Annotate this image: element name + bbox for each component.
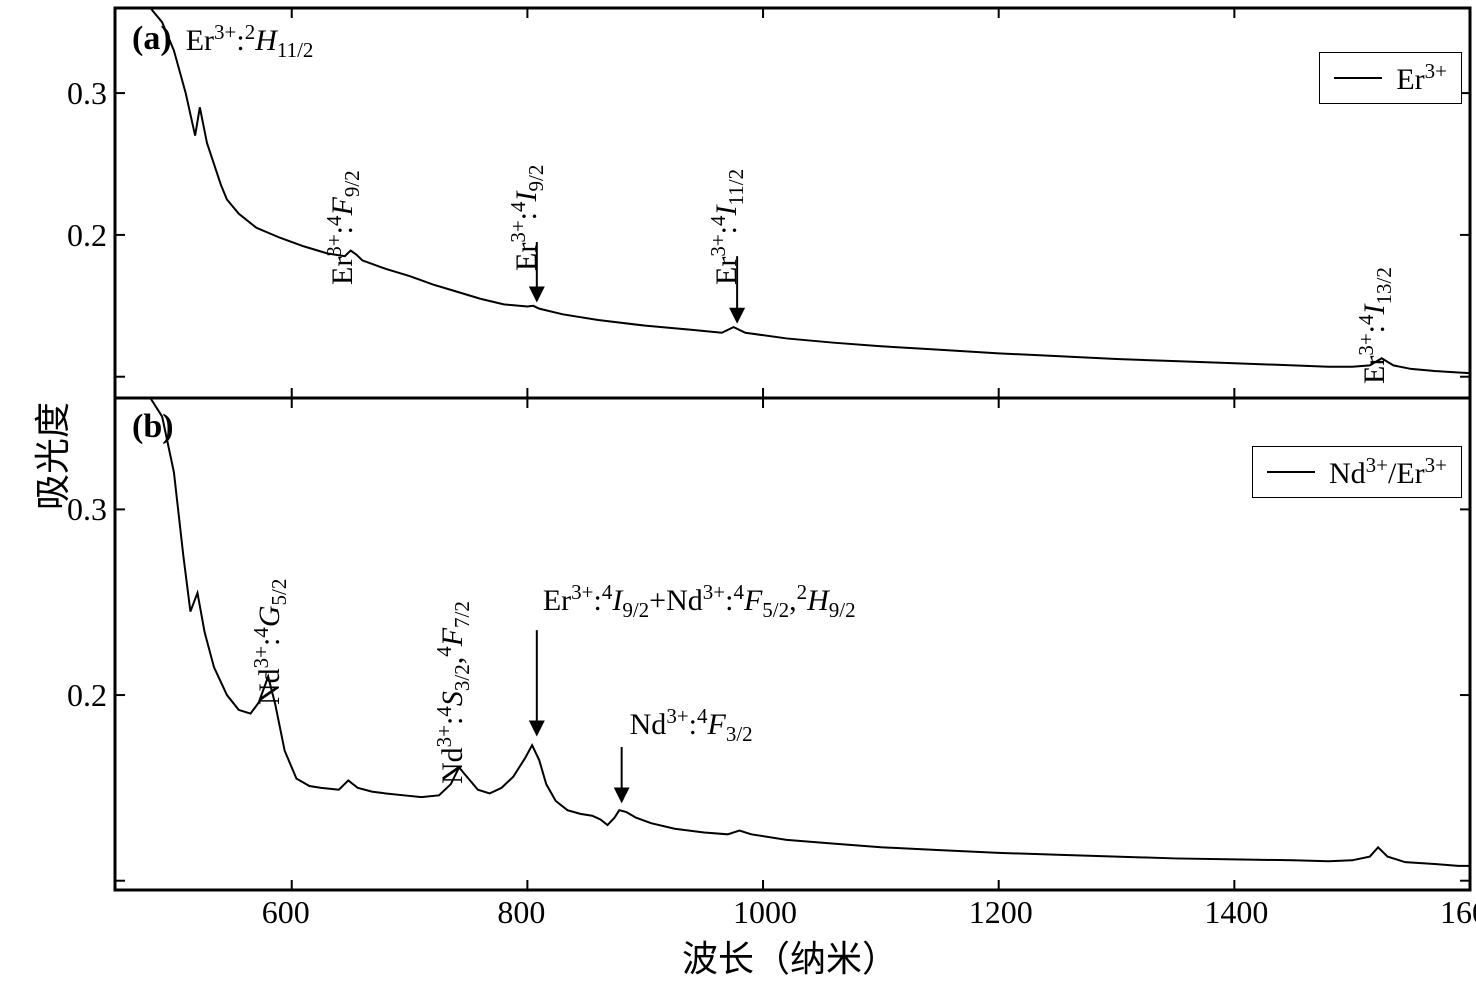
peak-label: Nd3+:4F3/2: [630, 704, 753, 747]
panel-a-label: (a): [132, 20, 172, 58]
peak-label: Nd3+:4S3/2,4F7/2: [432, 602, 475, 785]
x-axis-label: 波长（纳米）: [640, 930, 940, 982]
x-tick-label: 1000: [733, 894, 797, 931]
legend-b-text: Nd3+/Er3+: [1329, 453, 1447, 491]
y-tick-label-a: 0.3: [67, 75, 107, 112]
x-tick-label: 1200: [969, 894, 1033, 931]
y-tick-label-b: 0.2: [67, 677, 107, 714]
x-tick-label: 1400: [1204, 894, 1268, 931]
x-tick-label: 800: [497, 894, 545, 931]
peak-label: Er3+:4F9/2: [322, 170, 365, 285]
peak-label: Er3+:4I13/2: [1354, 267, 1397, 384]
legend-a-text: Er3+: [1396, 59, 1447, 97]
y-tick-label-a: 0.2: [67, 217, 107, 254]
x-tick-label: 600: [262, 894, 310, 931]
legend-line-icon: [1267, 471, 1315, 473]
peak-label: Nd3+:4G5/2: [249, 578, 292, 704]
x-tick-label: 1600: [1440, 894, 1476, 931]
legend-b: Nd3+/Er3+: [1252, 446, 1462, 498]
panel-b-label: (b): [132, 408, 174, 446]
peak-label: Er3+:4I9/2+Nd3+:4F5/2,2H9/2: [543, 580, 856, 623]
figure-container: 吸光度 波长（纳米） (a) (b) Er3+ Nd3+/Er3+ 600800…: [0, 0, 1476, 977]
legend-line-icon: [1334, 77, 1382, 79]
peak-label: Er3+:4I9/2: [506, 164, 549, 270]
y-tick-label-b: 0.3: [67, 491, 107, 528]
peak-label: Er3+:4I11/2: [706, 169, 749, 285]
legend-a: Er3+: [1319, 52, 1462, 104]
peak-label: Er3+:2H11/2: [186, 20, 314, 63]
